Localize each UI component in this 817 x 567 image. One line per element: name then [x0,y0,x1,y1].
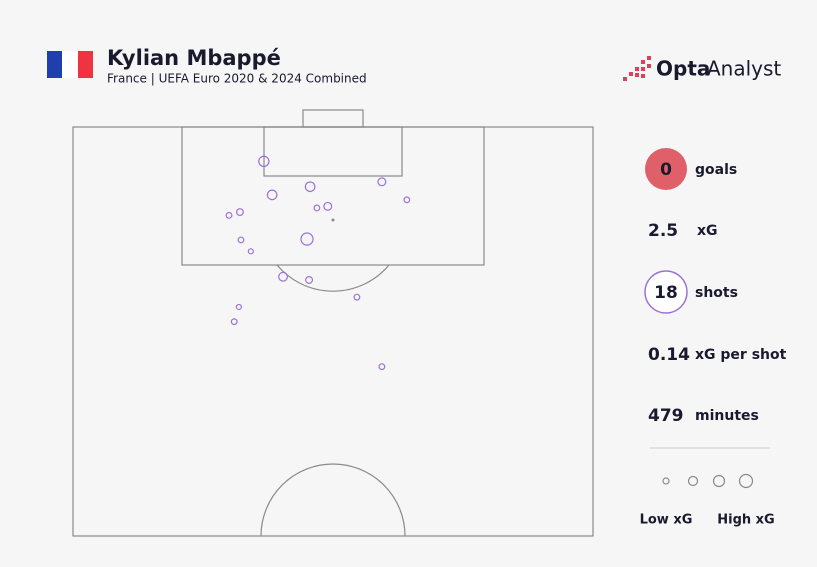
pitch [72,109,594,537]
stat-label: xG per shot [695,347,787,363]
brand-bold: Opta [656,57,710,81]
title: Kylian Mbappé [107,46,281,70]
shot [353,293,361,301]
subtitle: France | UEFA Euro 2020 & 2024 Combined [107,72,367,86]
goal [302,109,364,128]
brand-light: Analyst [707,57,781,81]
stat-label: minutes [695,408,759,424]
flag-white [62,51,78,78]
shot [378,363,386,371]
shot [266,189,278,201]
size-legend [662,473,754,489]
legend-high: High xG [717,513,774,528]
shot [247,248,254,255]
penalty-arc [276,264,390,292]
stat-value: 18 [654,283,678,303]
legend-low: Low xG [640,513,693,528]
shot [323,201,333,211]
stat-label: shots [695,285,738,301]
flag-red [78,51,93,78]
stats [644,148,770,449]
shot [258,155,270,168]
shot [225,211,233,219]
shot [304,181,316,193]
stat-value: 2.5 [648,221,678,241]
shot [313,204,321,212]
centre-circle [260,463,406,537]
shot [377,177,387,187]
stat-value: 479 [648,406,684,426]
shot [237,236,245,244]
shot [403,196,411,204]
brand-icon [623,56,651,81]
shot [235,208,244,217]
shot [300,232,314,246]
goals-badge [645,148,687,190]
shots-badge [644,270,688,314]
stat-label: xG [697,223,718,239]
shot [305,275,314,284]
stat-value: 0.14 [648,345,690,365]
shot [235,303,242,311]
shot [230,318,238,326]
stat-value: 0 [660,160,672,180]
penalty-spot [331,218,335,222]
shot [278,271,289,282]
flag-blue [47,51,62,78]
stat-label: goals [695,162,737,178]
